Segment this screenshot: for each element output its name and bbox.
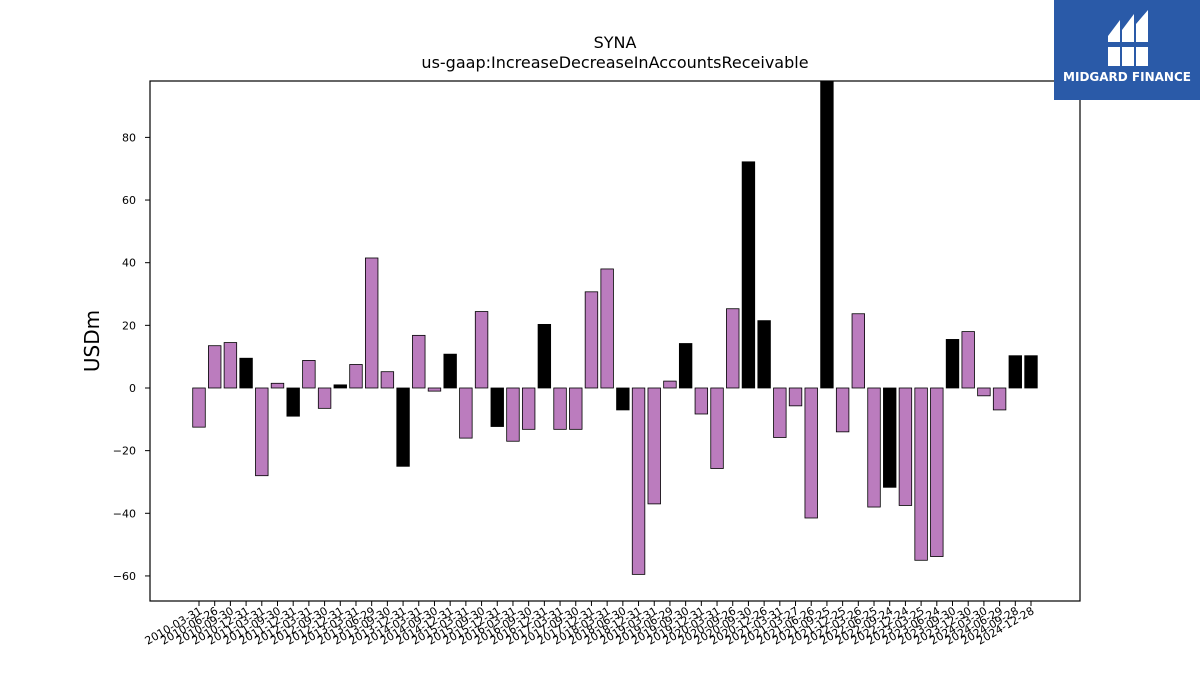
bar bbox=[364, 257, 379, 389]
brand-name: MIDGARD FINANCE bbox=[1063, 70, 1191, 84]
y-tick-label: 0 bbox=[129, 382, 136, 395]
bar bbox=[914, 387, 928, 561]
bar bbox=[977, 387, 991, 397]
y-tick-label: −60 bbox=[113, 570, 136, 583]
bar bbox=[317, 387, 332, 409]
bar bbox=[537, 323, 552, 389]
chart-title: SYNA bbox=[594, 33, 637, 52]
bar bbox=[945, 339, 960, 389]
y-tick-label: −20 bbox=[113, 445, 136, 458]
bar bbox=[631, 387, 646, 575]
y-tick-label: −40 bbox=[113, 507, 136, 520]
bar bbox=[741, 161, 756, 389]
bar bbox=[349, 364, 363, 389]
chart-subtitle: us-gaap:IncreaseDecreaseInAccountsReceiv… bbox=[421, 53, 808, 72]
bar bbox=[694, 387, 709, 415]
bar bbox=[412, 334, 426, 389]
bar bbox=[553, 387, 567, 430]
y-tick-label: 80 bbox=[122, 131, 136, 144]
bar bbox=[270, 382, 285, 389]
bar bbox=[600, 268, 614, 389]
bar bbox=[992, 387, 1007, 411]
midgard-logo-mark-icon bbox=[1106, 10, 1150, 66]
bar bbox=[286, 387, 300, 417]
y-axis: −60 −40 −20 0 20 40 60 80 bbox=[113, 131, 150, 583]
bar bbox=[443, 353, 457, 389]
bar bbox=[851, 313, 865, 389]
bar bbox=[396, 387, 410, 467]
bar bbox=[192, 387, 206, 428]
y-tick-label: 60 bbox=[122, 194, 136, 207]
brand-logo: MIDGARD FINANCE bbox=[1054, 0, 1200, 100]
bar bbox=[678, 343, 693, 389]
y-tick-label: 40 bbox=[122, 257, 136, 270]
x-axis: 2010-03-312010-06-262010-09-302010-12-31… bbox=[143, 601, 1037, 648]
bar bbox=[898, 387, 913, 506]
bar bbox=[459, 387, 473, 439]
bar bbox=[867, 387, 881, 508]
bar bbox=[1024, 355, 1038, 389]
bar bbox=[930, 387, 944, 557]
bar bbox=[663, 380, 677, 389]
bar bbox=[1008, 355, 1022, 389]
bar bbox=[208, 345, 222, 389]
bar bbox=[961, 331, 975, 389]
bar bbox=[255, 387, 269, 477]
bar bbox=[788, 387, 803, 407]
bar bbox=[239, 357, 253, 389]
bar bbox=[835, 387, 850, 433]
bar bbox=[883, 387, 897, 488]
bar bbox=[302, 360, 316, 389]
bar bbox=[490, 387, 504, 427]
y-axis-label: USDm bbox=[80, 310, 104, 372]
bar bbox=[506, 387, 520, 442]
bar bbox=[773, 387, 787, 438]
bars-group bbox=[192, 80, 1038, 575]
y-tick-label: 20 bbox=[122, 319, 136, 332]
bar bbox=[726, 308, 740, 389]
bar bbox=[616, 387, 630, 411]
bar bbox=[569, 387, 583, 430]
bar bbox=[333, 384, 347, 389]
plot-frame bbox=[149, 80, 1081, 602]
bar bbox=[380, 371, 395, 389]
bar bbox=[804, 387, 818, 519]
bar bbox=[223, 342, 238, 389]
bar bbox=[757, 320, 771, 389]
bar bbox=[427, 387, 442, 392]
bar bbox=[584, 291, 599, 389]
bar bbox=[647, 387, 661, 505]
bar bbox=[820, 80, 834, 389]
bar bbox=[521, 387, 536, 430]
bar bbox=[710, 387, 724, 469]
bar bbox=[474, 311, 489, 389]
